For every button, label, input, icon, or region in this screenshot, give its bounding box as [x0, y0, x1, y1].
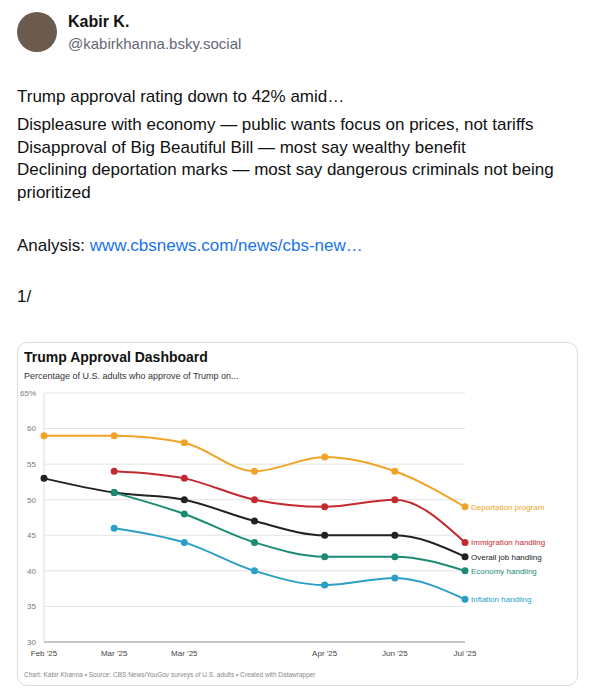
svg-text:Deportation program: Deportation program	[471, 503, 545, 512]
svg-text:Overall job handling: Overall job handling	[471, 553, 542, 562]
html-text:Trump approval rating down to: Trump approval rating down to 42% amid…	[17, 87, 345, 106]
svg-text:Apr '25: Apr '25	[312, 649, 338, 658]
html-text:Displeasure with economy — pub: Displeasure with economy — public wants …	[17, 115, 534, 134]
svg-text:65%: 65%	[20, 389, 36, 398]
svg-text:Economy handling: Economy handling	[471, 567, 537, 576]
svg-text:35: 35	[27, 602, 36, 611]
html-text:1/: 1/	[17, 286, 32, 306]
svg-text:55: 55	[27, 460, 36, 469]
html-text:Declining deportation marks —: Declining deportation marks — most say d…	[17, 160, 554, 202]
svg-text:Jul '25: Jul '25	[454, 649, 477, 658]
html-text:Chart: Kabir Khanna • Source:: Chart: Kabir Khanna • Source: CBS News/Y…	[24, 671, 316, 678]
html-text:Analysis: www.cbsnews.com/news: Analysis: www.cbsnews.com/news/cbs-new…	[17, 236, 363, 255]
svg-text:Immigration handling: Immigration handling	[471, 538, 545, 547]
svg-text:40: 40	[27, 567, 36, 576]
svg-text:Jun '25: Jun '25	[382, 649, 408, 658]
html-text:Disapproval of Big Beautiful B: Disapproval of Big Beautiful Bill — most…	[17, 137, 466, 157]
html-text:@kabirkhanna.bsky.social: @kabirkhanna.bsky.social	[68, 35, 242, 52]
svg-text:45: 45	[27, 531, 36, 540]
svg-text:50: 50	[27, 496, 36, 505]
svg-text:Mar '25: Mar '25	[171, 649, 198, 658]
svg-text:Inflation handling: Inflation handling	[471, 595, 532, 604]
svg-text:Feb '25: Feb '25	[31, 649, 58, 658]
svg-text:60: 60	[27, 424, 36, 433]
html-text:Kabir K.: Kabir K.	[68, 13, 130, 30]
svg-text:30: 30	[27, 638, 36, 647]
svg-text:Mar '25: Mar '25	[101, 649, 128, 658]
html-text:Trump Approval Dashboard: Trump Approval Dashboard	[24, 349, 208, 365]
html-text:Percentage of U.S. adults who: Percentage of U.S. adults who approve of…	[24, 371, 239, 381]
